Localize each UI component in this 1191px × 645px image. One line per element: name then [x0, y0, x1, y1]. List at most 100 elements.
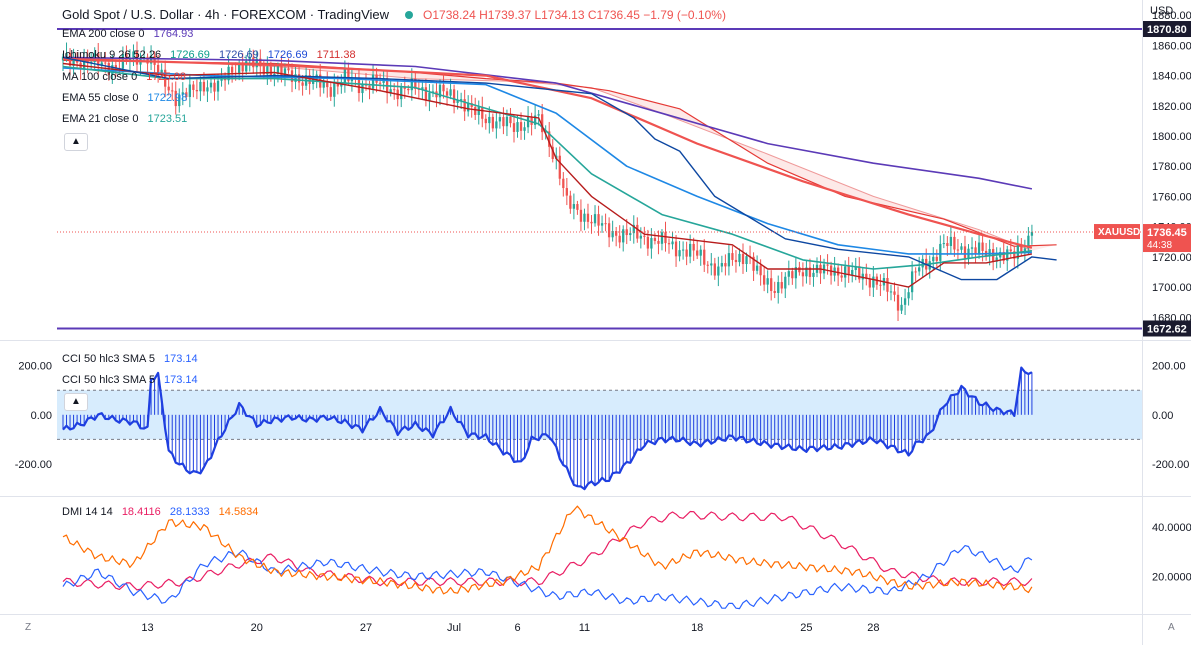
- candle-body: [692, 243, 695, 251]
- ichimoku-kijun-line: [62, 56, 1057, 281]
- legend-ma100[interactable]: MA 100 close 0 1725.08: [62, 71, 192, 83]
- candle-body: [618, 235, 621, 243]
- candle-body: [400, 87, 403, 100]
- candle-body: [202, 81, 206, 92]
- candle-body: [326, 82, 329, 88]
- legend-ichimoku-value-4: 1711.38: [316, 49, 356, 61]
- legend-ema21-value: 1723.51: [147, 113, 188, 125]
- price-axis-label: 1720.00: [1152, 252, 1191, 264]
- ichimoku-tenkan-line: [62, 62, 1033, 288]
- legend-ichimoku[interactable]: Ichimoku 9 26 52 26 1726.69 1726.69 1726…: [62, 49, 362, 61]
- candle-body: [414, 78, 417, 89]
- price-axis-label: 1860.00: [1152, 40, 1191, 52]
- candle-body: [801, 272, 805, 277]
- candle-body: [910, 271, 914, 293]
- legend-collapse-button[interactable]: ▲: [64, 133, 88, 151]
- candle-body: [389, 89, 392, 94]
- candle-body: [308, 75, 311, 84]
- candle-body: [678, 250, 681, 257]
- candle-body: [245, 61, 248, 72]
- dmi-adx-line: [62, 510, 1033, 591]
- candle-body: [181, 92, 184, 95]
- legend-dmi-minus-value: 14.5834: [218, 506, 259, 518]
- timezone-button[interactable]: Z: [25, 622, 32, 633]
- candle-body: [696, 250, 699, 256]
- legend-ema21[interactable]: EMA 21 close 0 1723.51: [62, 113, 193, 125]
- candle-body: [766, 278, 769, 285]
- candle-body: [858, 266, 861, 280]
- legend-dmi-label: DMI 14 14: [62, 506, 113, 518]
- candle-body: [777, 282, 780, 293]
- candle-body: [287, 68, 290, 71]
- legend-cci-1[interactable]: CCI 50 hlc3 SMA 5 173.14: [62, 353, 204, 365]
- candle-body: [160, 69, 163, 74]
- cci-axis-label: -200.00: [1152, 459, 1189, 471]
- legend-dmi[interactable]: DMI 14 14 18.4116 28.1333 14.5834: [62, 506, 264, 518]
- candle-body: [741, 253, 745, 265]
- cci-axis-label: 0.00: [1152, 410, 1173, 422]
- legend-ema200-value: 1764.93: [153, 28, 194, 40]
- candle-body: [368, 85, 371, 89]
- candle-body: [206, 87, 209, 92]
- cci-legend-collapse-button[interactable]: ▲: [64, 393, 88, 411]
- candle-body: [146, 56, 149, 64]
- candle-body: [889, 291, 893, 293]
- candle-body: [653, 238, 657, 241]
- candle-body: [128, 58, 132, 61]
- candle-body: [572, 204, 576, 209]
- candle-body: [378, 82, 382, 84]
- candle-body: [301, 82, 304, 86]
- time-axis-label: 20: [251, 622, 263, 634]
- candle-body: [625, 229, 628, 236]
- candle-body: [706, 264, 709, 266]
- candle-body: [167, 86, 170, 91]
- candle-body: [699, 249, 702, 256]
- candle-body: [710, 263, 713, 266]
- chart-header: Gold Spot / U.S. Dollar · 4h · FOREXCOM …: [62, 7, 726, 22]
- candle-body: [681, 249, 685, 251]
- candle-body: [629, 233, 632, 236]
- candle-body: [836, 267, 840, 276]
- candle-body: [879, 284, 882, 286]
- top-line-price-tag: 1870.80: [1147, 24, 1187, 36]
- candle-body: [329, 87, 332, 97]
- time-axis-label: 28: [867, 622, 879, 634]
- candle-body: [713, 263, 716, 276]
- candle-body: [442, 84, 445, 92]
- legend-ema55[interactable]: EMA 55 close 0 1722.98: [62, 92, 193, 104]
- cci-left-axis-label: 0.00: [31, 410, 52, 422]
- legend-ichimoku-value-3: 1726.69: [267, 49, 308, 61]
- candle-body: [639, 235, 642, 239]
- candle-body: [752, 256, 755, 271]
- candle-body: [611, 231, 614, 238]
- legend-ema55-value: 1722.98: [147, 92, 188, 104]
- candle-body: [615, 231, 618, 236]
- legend-ema200[interactable]: EMA 200 close 0 1764.93: [62, 28, 199, 40]
- candle-body: [100, 62, 103, 66]
- candle-body: [590, 221, 593, 224]
- candle-body: [770, 278, 773, 292]
- candle-body: [509, 116, 512, 124]
- candle-body: [336, 83, 339, 87]
- currency-label[interactable]: USD: [1150, 5, 1174, 17]
- candle-body: [393, 89, 396, 91]
- auto-scale-button[interactable]: A: [1168, 622, 1175, 633]
- candle-body: [61, 56, 65, 61]
- candle-body: [988, 249, 991, 256]
- legend-cci-1-value: 173.14: [164, 353, 198, 365]
- candle-body: [114, 65, 117, 68]
- cci-band: [57, 390, 1142, 440]
- candle-body: [481, 106, 484, 119]
- candle-body: [671, 241, 674, 245]
- legend-cci-2[interactable]: CCI 50 hlc3 SMA 5 173.14: [62, 374, 204, 386]
- candle-body: [636, 224, 639, 239]
- candle-body: [230, 66, 234, 73]
- candle-body: [371, 74, 375, 89]
- candle-body: [579, 209, 583, 222]
- candle-body: [893, 291, 896, 295]
- candle-body: [593, 214, 597, 224]
- time-axis-label: 11: [579, 622, 590, 634]
- candle-body: [132, 51, 135, 59]
- candle-body: [195, 89, 199, 92]
